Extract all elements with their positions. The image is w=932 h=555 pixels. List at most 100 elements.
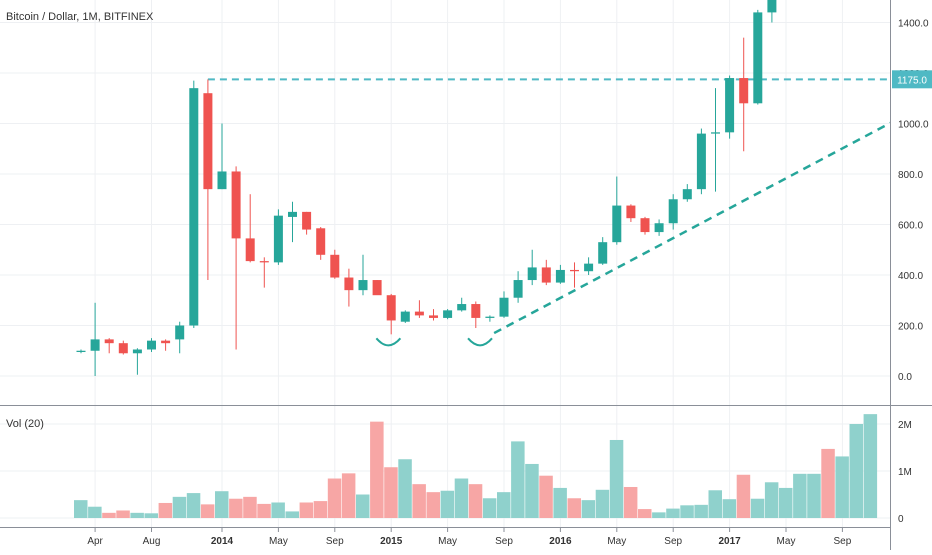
candle-body [132,349,142,354]
annotation-arc [467,337,493,347]
candle-body [302,211,312,230]
candle-body [767,0,777,13]
volume-bar [299,502,314,518]
volume-bar [116,510,130,518]
volume-bar [412,484,426,518]
volume-bar [130,512,144,518]
candle [358,254,368,296]
candle [443,309,453,320]
candle-body [753,12,763,104]
volume-bar [384,467,398,518]
volume-bar [821,448,835,518]
annotation-arc [375,337,402,347]
volume-bar [186,493,201,518]
time-tick-label: Apr [87,536,103,547]
volume-bar [257,503,271,518]
price-axis-background [890,0,932,550]
candle [598,237,608,265]
volume-bar [74,500,88,518]
volume-bar [553,487,567,518]
price-tick-label: 0.0 [898,372,912,383]
time-tick-label: 2016 [549,536,572,547]
volume-bar [849,424,863,518]
candle-body [372,280,382,296]
volume-bar [497,492,511,518]
candles [76,0,777,376]
candle [499,291,509,318]
candle-body [513,280,523,298]
candle-body [527,267,537,281]
candle [203,79,213,281]
volume-bar [356,494,370,518]
volume-bar [468,484,483,518]
candle-body [541,267,551,283]
price-tick-label: 800.0 [898,170,923,181]
candle [90,302,100,376]
candle [555,264,565,284]
volume-bar [172,496,187,518]
time-tick-label: May [777,536,796,547]
price-tick-label: 400.0 [898,271,923,282]
candle [132,348,142,375]
candle-body [457,304,467,311]
candle-body [584,263,594,272]
time-axis-background [0,528,890,550]
volume-bar [694,504,708,518]
volume-bar [595,489,610,518]
candle [485,315,495,322]
candle-body [118,343,128,354]
candle-body [189,88,199,326]
volume-bar [102,512,116,518]
volume-bars [74,414,878,518]
candle-body [696,133,706,190]
trendline [493,121,893,335]
candle-body [443,310,453,318]
volume-bar [652,512,666,518]
candle-body [203,93,213,190]
volume-bar [779,487,793,518]
price-tick-label: 1000.0 [898,120,929,131]
candle [767,0,777,23]
time-tick-label: May [607,536,626,547]
candle-body [259,261,269,263]
candle [457,297,467,312]
candle-body [499,297,509,317]
price-tick-label: 200.0 [898,322,923,333]
candle [189,80,199,329]
candle [696,128,706,195]
candle [753,9,763,105]
candle [118,340,128,355]
volume-bar [200,504,215,518]
candle [372,280,382,296]
time-tick-label: 2014 [211,536,234,547]
candle-body [711,132,720,134]
candle-body [626,205,636,219]
candle [104,338,114,354]
volume-bar [835,456,849,518]
drawings [207,78,893,347]
time-tick-label: Sep [326,536,344,547]
candle-body [358,280,368,291]
volume-bar [243,496,257,518]
candle [725,75,735,139]
volume-bar [341,473,356,518]
volume-bar [764,482,779,518]
volume-bar [539,475,553,518]
volume-bar [736,474,751,518]
candle [414,300,424,318]
volume-bar [863,414,878,518]
volume-bar [680,505,694,518]
price-tick-label: 600.0 [898,221,923,232]
candle [429,309,438,321]
volume-tick-label: 2M [898,420,912,431]
candle [175,321,185,354]
candle-body [231,171,241,239]
candle [471,301,481,329]
chart-title: Bitcoin / Dollar, 1M, BITFINEX [6,11,154,23]
time-tick-label: Sep [495,536,513,547]
volume-bar [398,459,412,518]
candle [147,338,156,353]
candle-body [471,304,481,318]
